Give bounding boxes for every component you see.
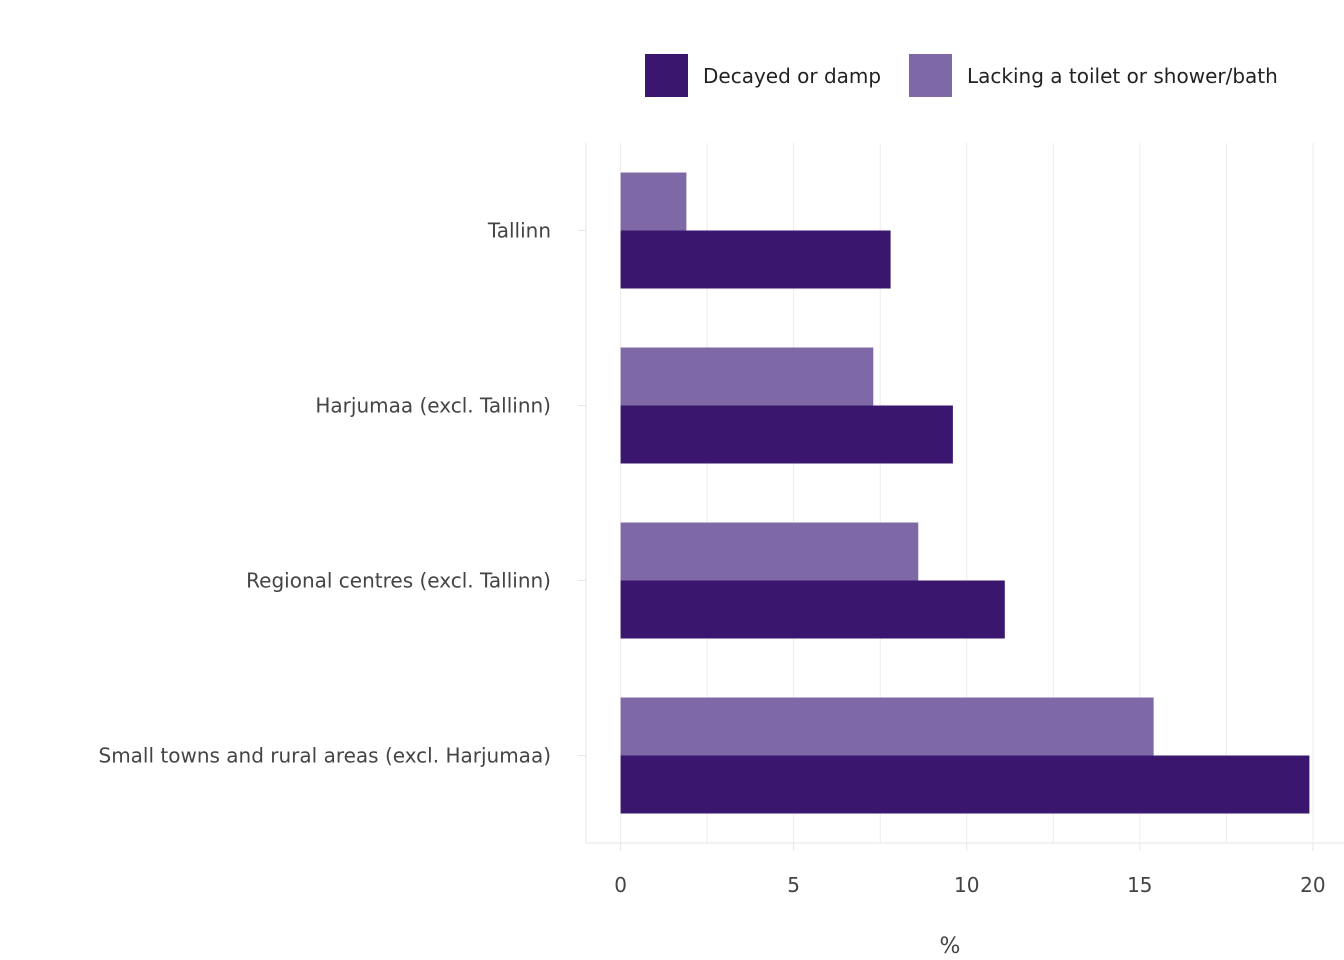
bar-decayed-or-damp	[620, 230, 891, 289]
x-tick-label: 5	[787, 873, 800, 897]
legend-label: Lacking a toilet or shower/bath	[967, 64, 1278, 88]
category-label: Small towns and rural areas (excl. Harju…	[99, 744, 552, 768]
bar-decayed-or-damp	[620, 405, 953, 464]
bar-lacking-toilet	[620, 172, 687, 231]
x-tick-label: 0	[614, 873, 627, 897]
x-axis-title: %	[940, 934, 961, 959]
legend-swatch	[645, 54, 688, 97]
legend-label: Decayed or damp	[703, 64, 881, 88]
bar-lacking-toilet	[620, 347, 874, 406]
legend-swatch	[909, 54, 952, 97]
bar-decayed-or-damp	[620, 580, 1005, 639]
x-tick-label: 10	[954, 873, 979, 897]
bar-lacking-toilet	[620, 522, 919, 581]
category-label: Tallinn	[487, 219, 551, 243]
x-tick-label: 20	[1300, 873, 1325, 897]
category-label: Regional centres (excl. Tallinn)	[246, 569, 551, 593]
bar-lacking-toilet	[620, 697, 1154, 756]
x-axis-ticks: 0 5 10 15 20	[614, 843, 1326, 897]
category-labels: Tallinn Harjumaa (excl. Tallinn) Regional …	[99, 219, 586, 768]
x-tick-label: 15	[1127, 873, 1152, 897]
bars	[620, 172, 1310, 814]
bar-decayed-or-damp	[620, 755, 1310, 814]
category-label: Harjumaa (excl. Tallinn)	[315, 394, 551, 418]
legend: Decayed or damp Lacking a toilet or showe…	[645, 54, 1278, 97]
